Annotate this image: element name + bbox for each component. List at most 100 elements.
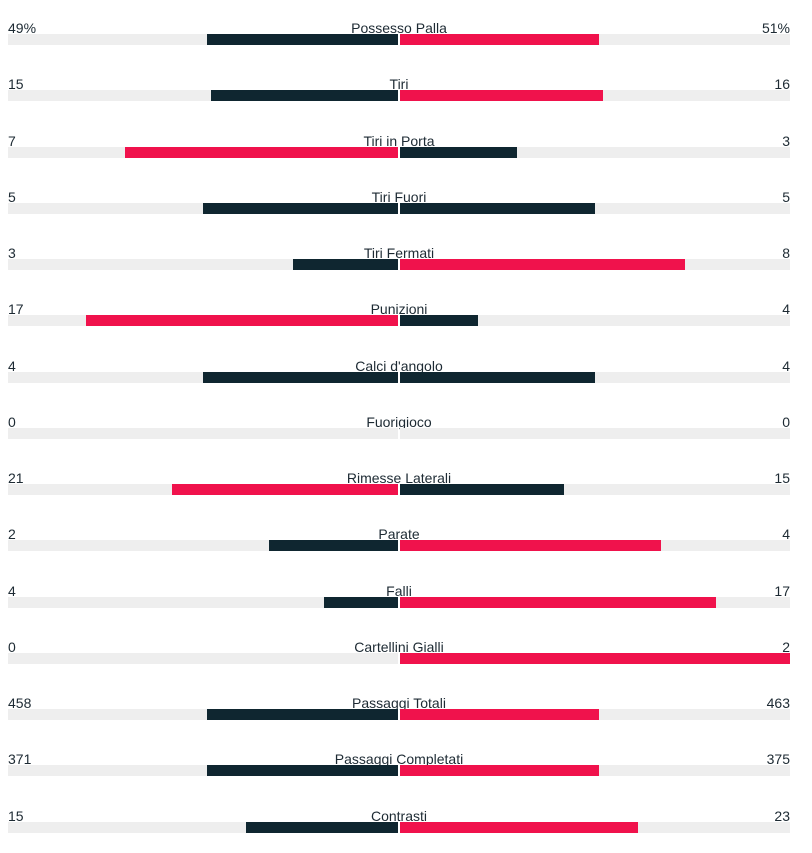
home-bar-track — [8, 765, 398, 776]
home-value: 4 — [8, 358, 16, 374]
away-bar-fill — [400, 653, 790, 664]
comparison-bar — [8, 203, 790, 214]
stat-label: Falli — [386, 583, 412, 599]
home-value: 4 — [8, 583, 16, 599]
stat-line: 0 Fuorigioco 0 — [8, 411, 790, 433]
stat-row: 15 Contrasti 23 — [0, 805, 812, 853]
stat-line: 21 Rimesse Laterali 15 — [8, 467, 790, 489]
away-bar-track — [400, 203, 790, 214]
away-value: 51% — [761, 20, 790, 36]
away-bar-track — [400, 259, 790, 270]
comparison-bar — [8, 34, 790, 45]
away-bar-track — [400, 34, 790, 45]
stat-line: 7 Tiri in Porta 3 — [8, 130, 790, 152]
stat-row: 3 Tiri Fermati 8 — [0, 242, 812, 290]
away-value: 4 — [782, 358, 790, 374]
stat-row: 458 Passaggi Totali 463 — [0, 692, 812, 740]
stat-line: 3 Tiri Fermati 8 — [8, 242, 790, 264]
away-value: 3 — [782, 133, 790, 149]
comparison-bar — [8, 765, 790, 776]
stat-row: 17 Punizioni 4 — [0, 298, 812, 346]
stat-row: 0 Cartellini Gialli 2 — [0, 636, 812, 684]
stat-row: 0 Fuorigioco 0 — [0, 411, 812, 459]
away-value: 2 — [782, 639, 790, 655]
home-value: 21 — [8, 470, 24, 486]
home-bar-fill — [206, 34, 398, 45]
comparison-bar — [8, 822, 790, 833]
home-bar-track — [8, 653, 398, 664]
home-bar-track — [8, 34, 398, 45]
home-bar-track — [8, 259, 398, 270]
home-value: 17 — [8, 301, 24, 317]
away-value: 375 — [766, 751, 790, 767]
stat-label: Possesso Palla — [351, 20, 447, 36]
home-value: 371 — [8, 751, 32, 767]
home-value: 0 — [8, 639, 16, 655]
away-value: 5 — [782, 189, 790, 205]
home-bar-track — [8, 372, 398, 383]
away-value: 463 — [766, 695, 790, 711]
stat-row: 5 Tiri Fuori 5 — [0, 186, 812, 234]
home-bar-track — [8, 315, 398, 326]
away-value: 17 — [774, 583, 790, 599]
away-bar-track — [400, 90, 790, 101]
comparison-bar — [8, 372, 790, 383]
away-value: 0 — [782, 414, 790, 430]
comparison-bar — [8, 259, 790, 270]
stat-line: 2 Parate 4 — [8, 523, 790, 545]
home-bar-fill — [203, 203, 398, 214]
stat-line: 458 Passaggi Totali 463 — [8, 692, 790, 714]
away-bar-track — [400, 428, 790, 439]
home-bar-track — [8, 428, 398, 439]
stat-line: 4 Calci d'angolo 4 — [8, 355, 790, 377]
home-value: 49% — [8, 20, 37, 36]
away-bar-fill — [400, 203, 595, 214]
away-value: 8 — [782, 245, 790, 261]
away-bar-fill — [400, 372, 595, 383]
stat-line: 0 Cartellini Gialli 2 — [8, 636, 790, 658]
home-bar-fill — [86, 315, 398, 326]
away-bar-track — [400, 147, 790, 158]
stat-row: 7 Tiri in Porta 3 — [0, 130, 812, 178]
stat-row: 371 Passaggi Completati 375 — [0, 748, 812, 796]
home-value: 15 — [8, 808, 24, 824]
comparison-bar — [8, 484, 790, 495]
stat-label: Rimesse Laterali — [346, 470, 452, 486]
home-bar-track — [8, 147, 398, 158]
comparison-bar — [8, 147, 790, 158]
comparison-bar — [8, 709, 790, 720]
home-bar-fill — [292, 259, 398, 270]
home-value: 458 — [8, 695, 32, 711]
home-bar-fill — [206, 709, 398, 720]
away-bar-track — [400, 315, 790, 326]
stat-line: 17 Punizioni 4 — [8, 298, 790, 320]
home-bar-track — [8, 822, 398, 833]
home-bar-fill — [210, 90, 398, 101]
away-value: 4 — [782, 526, 790, 542]
stat-label: Tiri Fuori — [371, 189, 427, 205]
comparison-bar — [8, 428, 790, 439]
away-bar-fill — [400, 34, 599, 45]
stat-row: 49% Possesso Palla 51% — [0, 17, 812, 65]
home-value: 0 — [8, 414, 16, 430]
away-bar-track — [400, 372, 790, 383]
stat-label: Contrasti — [370, 808, 428, 824]
home-bar-fill — [171, 484, 398, 495]
away-bar-track — [400, 653, 790, 664]
stat-line: 4 Falli 17 — [8, 580, 790, 602]
home-bar-fill — [269, 540, 398, 551]
home-value: 3 — [8, 245, 16, 261]
stat-label: Passaggi Completati — [334, 751, 464, 767]
home-bar-fill — [323, 597, 398, 608]
home-value: 2 — [8, 526, 16, 542]
stat-label: Tiri — [389, 76, 409, 92]
away-bar-fill — [400, 597, 716, 608]
home-bar-track — [8, 540, 398, 551]
home-bar-track — [8, 90, 398, 101]
stat-line: 49% Possesso Palla 51% — [8, 17, 790, 39]
stat-line: 5 Tiri Fuori 5 — [8, 186, 790, 208]
away-bar-fill — [400, 90, 603, 101]
away-bar-track — [400, 709, 790, 720]
home-bar-fill — [245, 822, 398, 833]
away-value: 16 — [774, 76, 790, 92]
